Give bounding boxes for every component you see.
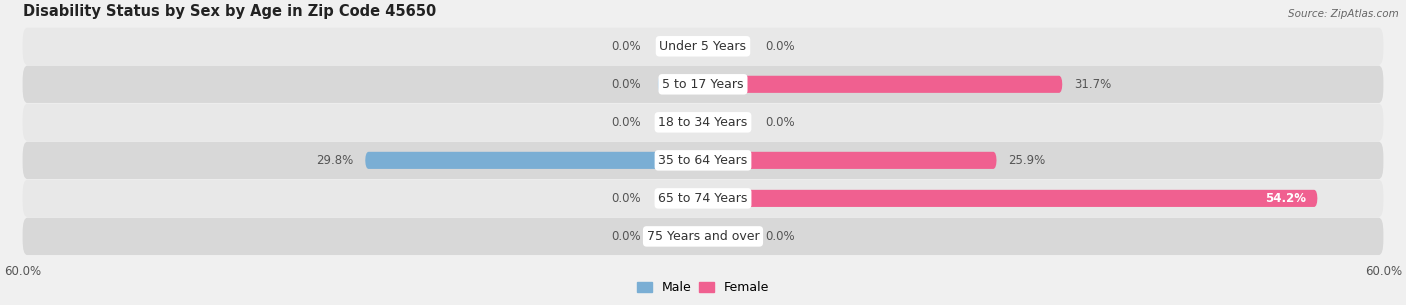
Text: 0.0%: 0.0% [612, 78, 641, 91]
FancyBboxPatch shape [658, 114, 703, 131]
FancyBboxPatch shape [658, 228, 703, 245]
FancyBboxPatch shape [22, 104, 1384, 141]
FancyBboxPatch shape [703, 38, 748, 55]
Text: 75 Years and over: 75 Years and over [647, 230, 759, 243]
FancyBboxPatch shape [703, 152, 997, 169]
FancyBboxPatch shape [22, 180, 1384, 217]
FancyBboxPatch shape [658, 76, 703, 93]
FancyBboxPatch shape [703, 114, 748, 131]
Text: 35 to 64 Years: 35 to 64 Years [658, 154, 748, 167]
Text: 25.9%: 25.9% [1008, 154, 1045, 167]
Text: Under 5 Years: Under 5 Years [659, 40, 747, 53]
FancyBboxPatch shape [22, 142, 1384, 179]
FancyBboxPatch shape [658, 38, 703, 55]
Text: 0.0%: 0.0% [612, 116, 641, 129]
Text: Disability Status by Sex by Age in Zip Code 45650: Disability Status by Sex by Age in Zip C… [22, 4, 436, 19]
Text: 18 to 34 Years: 18 to 34 Years [658, 116, 748, 129]
Text: 54.2%: 54.2% [1265, 192, 1306, 205]
FancyBboxPatch shape [658, 190, 703, 207]
FancyBboxPatch shape [703, 228, 748, 245]
FancyBboxPatch shape [366, 152, 703, 169]
Text: 0.0%: 0.0% [765, 116, 794, 129]
Text: 29.8%: 29.8% [316, 154, 354, 167]
Text: 0.0%: 0.0% [765, 40, 794, 53]
Text: 31.7%: 31.7% [1074, 78, 1111, 91]
Text: 0.0%: 0.0% [765, 230, 794, 243]
Text: Source: ZipAtlas.com: Source: ZipAtlas.com [1288, 9, 1399, 19]
Text: 0.0%: 0.0% [612, 40, 641, 53]
Text: 0.0%: 0.0% [612, 230, 641, 243]
FancyBboxPatch shape [22, 28, 1384, 65]
Text: 5 to 17 Years: 5 to 17 Years [662, 78, 744, 91]
FancyBboxPatch shape [22, 66, 1384, 103]
FancyBboxPatch shape [703, 76, 1063, 93]
Text: 65 to 74 Years: 65 to 74 Years [658, 192, 748, 205]
Text: 0.0%: 0.0% [612, 192, 641, 205]
Legend: Male, Female: Male, Female [631, 276, 775, 299]
FancyBboxPatch shape [22, 218, 1384, 255]
FancyBboxPatch shape [703, 190, 1317, 207]
